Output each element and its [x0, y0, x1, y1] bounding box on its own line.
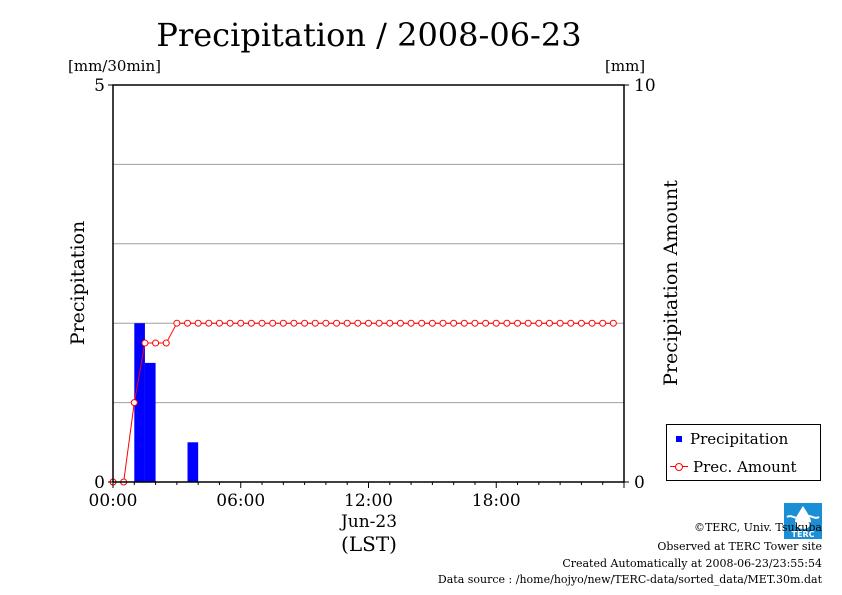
amount-point	[173, 319, 181, 327]
amount-point	[439, 319, 447, 327]
amount-point	[588, 319, 596, 327]
amount-point	[343, 319, 351, 327]
amount-point	[141, 339, 149, 347]
amount-point	[396, 319, 404, 327]
legend-line-swatch	[670, 461, 688, 473]
amount-point	[269, 319, 277, 327]
amount-point	[535, 319, 543, 327]
amount-point	[184, 319, 192, 327]
amount-point	[354, 319, 362, 327]
y-right-tick-label: 10	[634, 76, 656, 96]
amount-point	[290, 319, 298, 327]
date-label: Jun-23	[339, 512, 397, 532]
bar-series	[134, 323, 199, 482]
gridlines	[113, 163, 624, 404]
bar	[144, 362, 156, 482]
legend-label-precipitation: Precipitation	[690, 430, 789, 448]
legend-item-precipitation: Precipitation	[667, 429, 788, 449]
amount-point	[258, 319, 266, 327]
amount-point	[333, 319, 341, 327]
terc-logo-icon: TERC	[784, 503, 822, 539]
timezone-label: (LST)	[341, 532, 397, 556]
axis-ticks: 0 5 0 10 00:00 06:00 12:00 18:00	[89, 76, 656, 511]
x-tick-label: 00:00	[89, 491, 138, 511]
plot-frame	[112, 84, 625, 483]
y-axis-label: Precipitation	[67, 221, 89, 345]
x-tick-label: 12:00	[344, 491, 393, 511]
legend: Precipitation Prec. Amount	[666, 424, 821, 481]
amount-point	[311, 319, 319, 327]
amount-point	[162, 339, 170, 347]
amount-point	[428, 319, 436, 327]
footer-observed: Observed at TERC Tower site	[657, 540, 822, 553]
footer-copyright: ©TERC, Univ. Tsukuba	[693, 521, 822, 534]
amount-point	[226, 319, 234, 327]
amount-point	[375, 319, 383, 327]
amount-point	[407, 319, 415, 327]
amount-point	[492, 319, 500, 327]
amount-point	[365, 319, 372, 327]
amount-point	[247, 319, 255, 327]
legend-label-amount: Prec. Amount	[693, 458, 797, 476]
amount-point	[545, 319, 553, 327]
amount-point	[386, 319, 394, 327]
y-tick-label: 5	[94, 76, 105, 96]
x-tick-label: 18:00	[472, 491, 521, 511]
logo-text: TERC	[792, 530, 815, 539]
amount-point	[279, 319, 287, 327]
chart-title: Precipitation / 2008-06-23	[156, 16, 581, 54]
amount-point	[524, 319, 532, 327]
bar	[134, 323, 145, 482]
x-tick-label: 06:00	[216, 491, 265, 511]
y-tick-label: 0	[94, 473, 105, 493]
amount-point	[460, 319, 468, 327]
y-axis-right-label: Precipitation Amount	[660, 180, 682, 386]
amount-point	[482, 319, 490, 327]
legend-item-amount: Prec. Amount	[667, 457, 797, 477]
footer-source: Data source : /home/hojyo/new/TERC-data/…	[437, 573, 822, 586]
amount-point	[599, 319, 607, 327]
legend-bar-swatch	[676, 436, 682, 442]
amount-point	[215, 319, 223, 327]
amount-point	[322, 319, 330, 327]
amount-point	[194, 319, 202, 327]
bar	[187, 442, 199, 482]
amount-point	[450, 319, 458, 327]
footer-created: Created Automatically at 2008-06-23/23:5…	[562, 557, 822, 570]
amount-point	[130, 399, 138, 407]
amount-point	[503, 319, 511, 327]
amount-point	[609, 319, 617, 327]
amount-point	[567, 319, 575, 327]
line-series	[109, 319, 617, 486]
amount-point	[556, 319, 564, 327]
amount-point	[205, 319, 213, 327]
amount-point	[418, 319, 426, 327]
amount-point	[577, 319, 585, 327]
amount-point	[301, 319, 309, 327]
left-unit-label: [mm/30min]	[68, 57, 161, 75]
y-right-tick-label: 0	[634, 473, 645, 493]
amount-point	[237, 319, 245, 327]
amount-point	[514, 319, 522, 327]
amount-point	[471, 319, 479, 327]
amount-point	[152, 339, 160, 347]
right-unit-label: [mm]	[605, 57, 645, 75]
